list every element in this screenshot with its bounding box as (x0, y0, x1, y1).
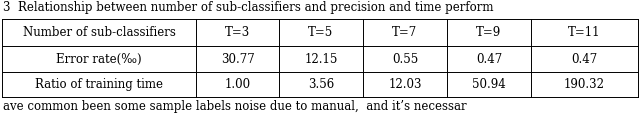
Text: 3.56: 3.56 (308, 78, 334, 91)
Text: T=7: T=7 (392, 26, 418, 39)
Text: T=11: T=11 (568, 26, 601, 39)
Text: Number of sub-classifiers: Number of sub-classifiers (22, 26, 175, 39)
Text: 3  Relationship between number of sub-classifiers and precision and time perform: 3 Relationship between number of sub-cla… (3, 1, 493, 14)
Text: 0.47: 0.47 (572, 53, 598, 65)
Text: 12.15: 12.15 (304, 53, 338, 65)
Text: 0.47: 0.47 (476, 53, 502, 65)
Text: 50.94: 50.94 (472, 78, 506, 91)
Text: 190.32: 190.32 (564, 78, 605, 91)
Text: 12.03: 12.03 (388, 78, 422, 91)
Text: 1.00: 1.00 (225, 78, 251, 91)
Text: T=3: T=3 (225, 26, 250, 39)
Text: T=5: T=5 (308, 26, 333, 39)
Text: Error rate(‰): Error rate(‰) (56, 53, 142, 65)
Text: 30.77: 30.77 (221, 53, 254, 65)
Text: ave common been some sample labels noise due to manual,  and it’s necessar: ave common been some sample labels noise… (3, 100, 467, 113)
Text: T=9: T=9 (476, 26, 502, 39)
Text: Ratio of training time: Ratio of training time (35, 78, 163, 91)
Text: 0.55: 0.55 (392, 53, 418, 65)
